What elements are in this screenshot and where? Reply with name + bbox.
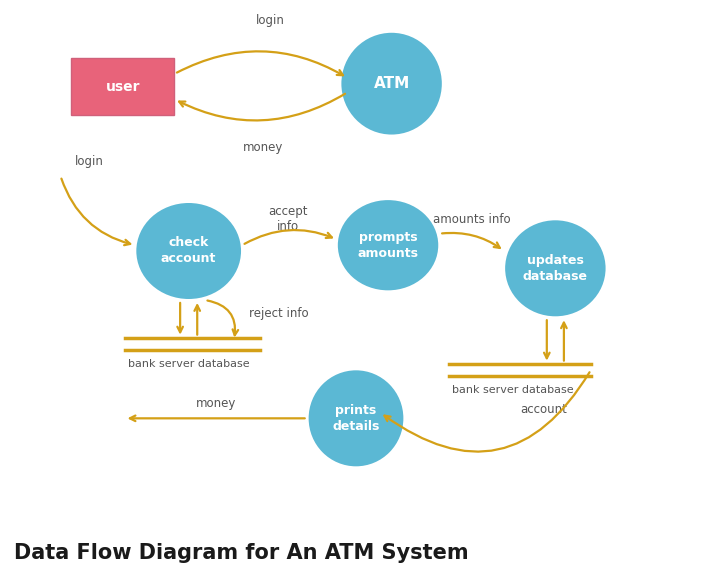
Text: prompts
amounts: prompts amounts — [357, 231, 419, 260]
Text: Data Flow Diagram for An ATM System: Data Flow Diagram for An ATM System — [14, 542, 469, 563]
Ellipse shape — [337, 199, 439, 291]
Text: login: login — [75, 155, 104, 168]
Text: reject info: reject info — [249, 306, 309, 320]
Text: updates
database: updates database — [523, 254, 588, 283]
Text: money: money — [244, 141, 283, 153]
Ellipse shape — [135, 202, 242, 300]
Text: accept
info: accept info — [268, 205, 308, 233]
Ellipse shape — [308, 369, 404, 467]
Text: check
account: check account — [161, 237, 216, 265]
Text: user: user — [105, 80, 140, 93]
Text: login: login — [256, 14, 285, 27]
Text: bank server database: bank server database — [128, 359, 250, 369]
FancyBboxPatch shape — [71, 58, 174, 115]
Text: money: money — [196, 398, 236, 410]
Text: bank server database: bank server database — [452, 385, 574, 395]
Text: prints
details: prints details — [333, 404, 379, 433]
Text: account: account — [520, 403, 567, 416]
Ellipse shape — [340, 32, 443, 136]
Text: amounts info: amounts info — [433, 213, 511, 226]
Text: ATM: ATM — [374, 76, 409, 91]
Ellipse shape — [504, 219, 607, 317]
